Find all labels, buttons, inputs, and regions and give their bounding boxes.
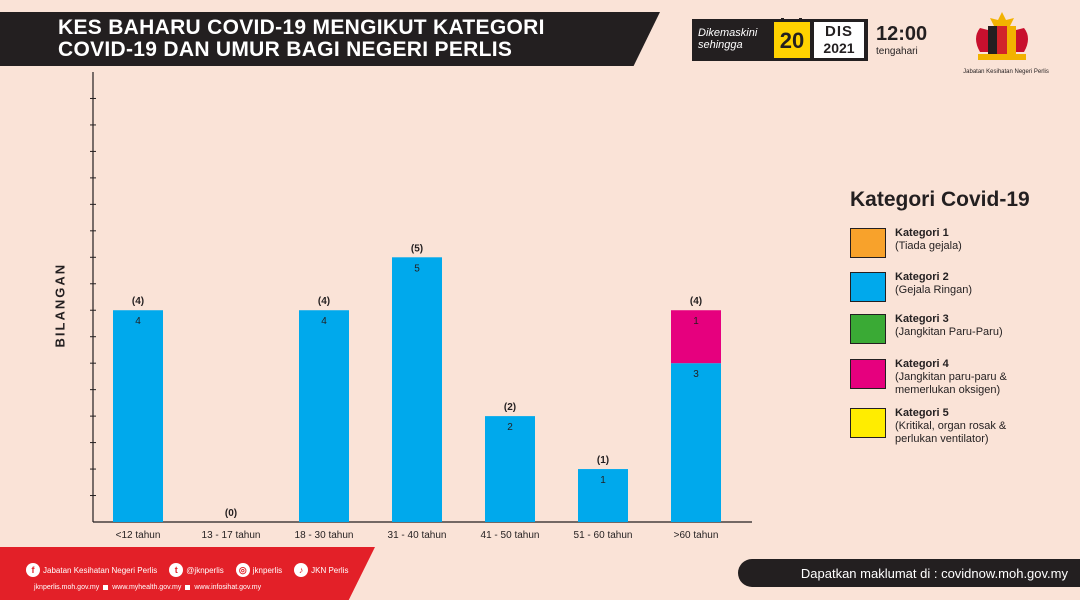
legend-item-name: Kategori 2 [895, 271, 949, 283]
coat-of-arms-logo [976, 12, 1028, 60]
legend-swatch [850, 272, 886, 302]
x-tick-label: >60 tahun [674, 530, 719, 541]
website-link[interactable]: www.myhealth.gov.my [112, 584, 182, 591]
bar-total-label: (5) [411, 243, 423, 254]
social-link-instagram[interactable]: ◎ jknperlis [235, 563, 283, 577]
logo-caption: Jabatan Kesihatan Negeri Perlis [963, 69, 1049, 75]
bar-total-label: (2) [504, 402, 516, 413]
legend-item-name: Kategori 3 [895, 313, 949, 325]
social-links: f Jabatan Kesihatan Negeri Perlis t @jkn… [26, 562, 360, 578]
bar-total-label: (4) [690, 296, 702, 307]
bar-segment [113, 310, 163, 522]
bar-value-label: 1 [600, 475, 606, 486]
x-tick-label: 13 - 17 tahun [202, 530, 261, 541]
legend-item-desc: (Tiada gejala) [895, 240, 962, 252]
update-year: 2021 [823, 40, 855, 56]
legend-item-name: Kategori 5 [895, 407, 949, 419]
bar-total-label: (4) [318, 296, 330, 307]
update-day: 20 [774, 22, 810, 58]
bar-value-label: 4 [135, 316, 141, 327]
title-line-1: KES BAHARU COVID-19 MENGIKUT KATEGORI [58, 16, 545, 39]
legend-item-desc: (Jangkitan paru-paru & memerlukan oksige… [895, 371, 1007, 396]
bar-segment [671, 310, 721, 364]
social-link-twitter[interactable]: t @jknperlis [169, 563, 224, 577]
bar-value-label: 4 [321, 316, 327, 327]
tiktok-icon: ♪ [294, 563, 309, 577]
update-month-year: DIS 2021 [814, 22, 864, 58]
social-link-tiktok[interactable]: ♪ JKN Perlis [294, 563, 348, 577]
y-axis-label: BILANGAN [52, 262, 68, 348]
bar-total-label: (0) [225, 508, 237, 519]
bar-segment [392, 257, 442, 522]
twitter-icon: t [169, 563, 184, 577]
x-tick-label: 18 - 30 tahun [295, 530, 354, 541]
bar-value-label: 1 [693, 316, 699, 327]
bar-total-label: (1) [597, 455, 609, 466]
x-tick-label: 51 - 60 tahun [574, 530, 633, 541]
footer-info-text: Dapatkan maklumat di : covidnow.moh.gov.… [800, 566, 1068, 581]
x-tick-label: <12 tahun [116, 530, 161, 541]
legend-swatch [850, 314, 886, 344]
calendar-rings-icon [781, 18, 802, 24]
social-label: jknperlis [252, 565, 283, 575]
bar-value-label: 5 [414, 263, 420, 274]
footer-social-banner [0, 547, 375, 600]
chart-title: KES BAHARU COVID-19 MENGIKUT KATEGORI CO… [58, 17, 638, 61]
social-label: @jknperlis [186, 565, 224, 575]
legend-item-desc: (Kritikal, organ rosak & perlukan ventil… [895, 420, 1007, 445]
update-label-line-2: sehingga [698, 39, 743, 51]
instagram-icon: ◎ [235, 563, 250, 577]
title-line-2: COVID-19 DAN UMUR BAGI NEGERI PERLIS [58, 38, 513, 61]
bar-segment [578, 469, 628, 522]
bar-segment [299, 310, 349, 522]
social-label: JKN Perlis [311, 565, 349, 575]
x-tick-label: 41 - 50 tahun [481, 530, 540, 541]
update-month: DIS [824, 23, 853, 40]
bar-value-label: 2 [507, 422, 513, 433]
social-label: Jabatan Kesihatan Negeri Perlis [43, 565, 158, 575]
bar-segment [671, 363, 721, 522]
update-label: Dikemaskini sehingga [698, 27, 768, 51]
facebook-icon: f [26, 563, 40, 577]
update-time-label: tengahari [876, 46, 918, 57]
legend-item-name: Kategori 4 [895, 358, 949, 370]
legend-swatch [850, 228, 886, 258]
website-link[interactable]: jknperlis.moh.gov.my [34, 584, 100, 591]
social-link-facebook[interactable]: f Jabatan Kesihatan Negeri Perlis [26, 563, 157, 577]
update-label-line-1: Dikemaskini [698, 27, 758, 39]
bar-total-label: (4) [132, 296, 144, 307]
website-links: jknperlis.moh.gov.my www.myhealth.gov.my w… [34, 584, 261, 591]
legend-swatch [850, 359, 886, 389]
legend-title: Kategori Covid-19 [850, 188, 1030, 211]
legend-item-name: Kategori 1 [895, 227, 949, 239]
legend-swatch [850, 408, 886, 438]
footer-info-banner [738, 559, 1080, 587]
legend-item-desc: (Gejala Ringan) [895, 284, 973, 296]
website-link[interactable]: www.infosihat.gov.my [194, 584, 262, 591]
bar-value-label: 3 [693, 369, 699, 380]
update-time: 12:00 [876, 23, 928, 45]
bar-segment [485, 416, 535, 522]
title-banner [0, 12, 660, 66]
x-tick-label: 31 - 40 tahun [388, 530, 447, 541]
legend-item-desc: (Jangkitan Paru-Paru) [895, 326, 1003, 338]
